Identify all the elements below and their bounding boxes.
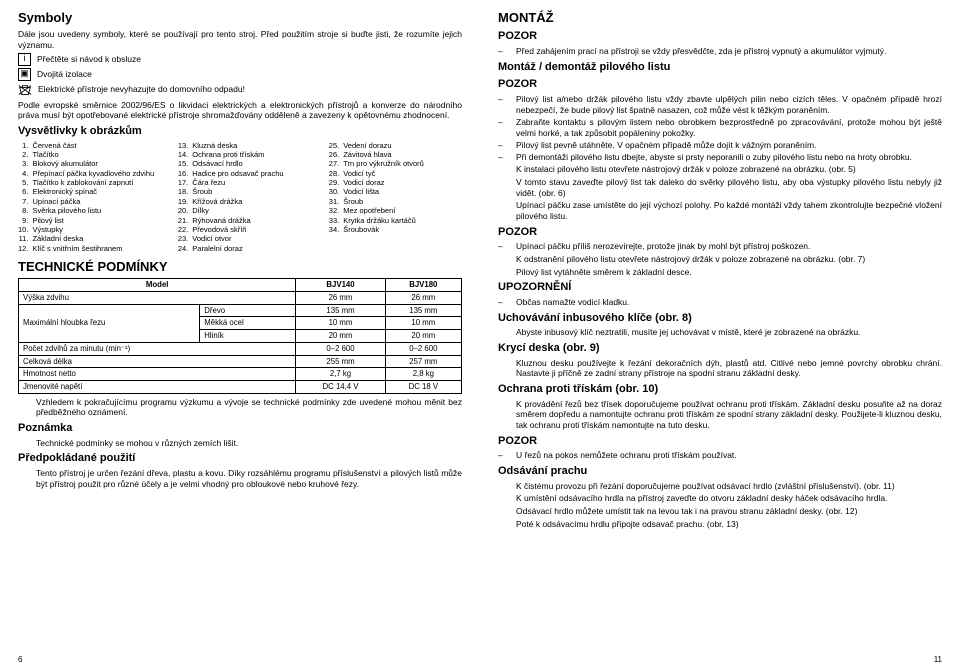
cell: DC 14,4 V [296,381,385,394]
spec-table: ModelBJV140BJV180 Výška zdvihu26 mm26 mm… [18,278,462,394]
dash-icon: – [498,117,516,138]
cell: 135 mm [296,304,385,317]
cell: 10 mm [385,317,461,330]
body-text: Abyste inbusový klíč neztratili, musíte … [516,327,942,338]
th-bjv140: BJV140 [296,279,385,292]
cell: 255 mm [296,355,385,368]
legend-nums-3: 25. 26. 27. 28. 29. 30. 31. 32. 33. 34. [329,141,343,254]
body-text: K instalaci pilového listu otevřete nást… [516,164,942,175]
cell: 257 mm [385,355,461,368]
upozorneni-heading: UPOZORNĚNÍ [498,281,942,295]
poznamka-heading: Poznámka [18,422,462,436]
th-model: Model [19,279,296,292]
cell: 0–2 600 [385,342,461,355]
row-label: Výška zdvihu [19,291,296,304]
body-text: K čistému provozu při řezání doporučujem… [516,481,942,492]
poznamka-text: Technické podmínky se mohou v různých ze… [36,438,462,449]
symboly-text: Dále jsou uvedeny symboly, které se použ… [18,29,462,50]
cell: 26 mm [385,291,461,304]
body-text: Kluznou desku používejte k řezání dekora… [516,358,942,379]
pozor-heading: POZOR [498,226,942,240]
symboly-heading: Symboly [18,10,462,26]
pozor-heading: POZOR [498,435,942,449]
cell: 2,7 kg [296,368,385,381]
row-label: Maximální hloubka řezu [19,304,200,342]
body-text: V tomto stavu zaveďte pilový list tak da… [516,177,942,198]
list-text: Upínací páčku příliš nerozevírejte, prot… [516,241,942,252]
note1: Vzhledem k pokračujícímu programu výzkum… [36,397,462,418]
dash-icon: – [498,450,516,461]
list-text: Občas namažte vodicí kladku. [516,297,942,308]
body-text: K odstranění pilového listu otevřete nás… [516,254,942,265]
icon-label: Elektrické přístroje nevyhazujte do domo… [38,84,245,95]
icon-row-manual: i Přečtěte si návod k obsluze [18,53,462,66]
row-label: Počet zdvihů za minutu (min⁻¹) [19,342,296,355]
list-text: U řezů na pokos nemůžete ochranu proti t… [516,450,942,461]
dash-icon: – [498,241,516,252]
cell: 2,8 kg [385,368,461,381]
ochrana-heading: Ochrana proti třískám (obr. 10) [498,383,942,397]
list-text: Při demontáži pilového listu dbejte, aby… [516,152,942,163]
cell: 0–2 600 [296,342,385,355]
body-text: K umístění odsávacího hrdla na přístroj … [516,493,942,504]
body-text: Pilový list vytáhněte směrem k základní … [516,267,942,278]
cell: 26 mm [296,291,385,304]
odsavani-heading: Odsávání prachu [498,465,942,479]
cell: DC 18 V [385,381,461,394]
cell: 135 mm [385,304,461,317]
vysvetlivky-heading: Vysvětlivky k obrázkům [18,125,462,139]
list-text: Pilový list pevně utáhněte. V opačném př… [516,140,942,151]
legend-txt-3: Vedení dorazu Závitová hlava Trn pro výk… [343,141,424,254]
legend-nums-2: 13. 14. 15. 16. 17. 18. 19. 20. 21. 22. … [178,141,192,254]
page-number: 11 [934,655,942,665]
list-text: Před zahájením prací na přístroji se vžd… [516,46,942,57]
pozor-heading: POZOR [498,78,942,92]
legend-nums-1: 1. 2. 3. 4. 5. 6. 7. 8. 9. 10. 11. 12. [18,141,32,254]
legend-txt-2: Kluzná deska Ochrana proti třískám Odsáv… [192,141,283,254]
dash-icon: – [498,152,516,163]
body-text: Odsávací hrdlo můžete umístit tak na lev… [516,506,942,517]
montaz-demontaz-heading: Montáž / demontáž pilového listu [498,61,942,75]
dash-icon: – [498,94,516,115]
predpoklad-heading: Předpokládané použití [18,452,462,466]
dash-icon: – [498,297,516,308]
directive-text: Podle evropské směrnice 2002/96/ES o lik… [18,100,462,121]
row-label: Celková délka [19,355,296,368]
weee-icon [18,83,32,97]
legend: 1. 2. 3. 4. 5. 6. 7. 8. 9. 10. 11. 12. Č… [18,141,462,254]
icon-row-weee: Elektrické přístroje nevyhazujte do domo… [18,83,462,97]
list-text: Pilový list a/nebo držák pilového listu … [516,94,942,115]
legend-txt-1: Červená část Tlačítko Blokový akumulátor… [32,141,154,254]
cell: 10 mm [296,317,385,330]
th-bjv180: BJV180 [385,279,461,292]
tech-heading: TECHNICKÉ PODMÍNKY [18,259,462,275]
icon-label: Dvojitá izolace [37,69,92,80]
page-number: 6 [18,655,22,665]
kryci-heading: Krycí deska (obr. 9) [498,342,942,356]
cell: 20 mm [385,330,461,343]
dash-icon: – [498,140,516,151]
uchov-heading: Uchovávání inbusového klíče (obr. 8) [498,312,942,326]
row-label: Hmotnost netto [19,368,296,381]
icon-label: Přečtěte si návod k obsluze [37,54,141,65]
pozor-heading: POZOR [498,30,942,44]
body-text: K provádění řezů bez třísek doporučujeme… [516,399,942,431]
dash-icon: – [498,46,516,57]
body-text: Upínací páčku zase umístěte do její vých… [516,200,942,221]
manual-icon: i [18,53,31,66]
icon-row-insulation: ▣ Dvojitá izolace [18,68,462,81]
cell: 20 mm [296,330,385,343]
cell: Dřevo [200,304,296,317]
cell: Hliník [200,330,296,343]
list-text: Zabraňte kontaktu s pilovým listem nebo … [516,117,942,138]
montaz-heading: MONTÁŽ [498,10,942,26]
predpoklad-text: Tento přístroj je určen řezání dřeva, pl… [36,468,462,489]
insulation-icon: ▣ [18,68,31,81]
body-text: Poté k odsávacímu hrdlu připojte odsavač… [516,519,942,530]
cell: Měkká ocel [200,317,296,330]
row-label: Jmenovité napětí [19,381,296,394]
